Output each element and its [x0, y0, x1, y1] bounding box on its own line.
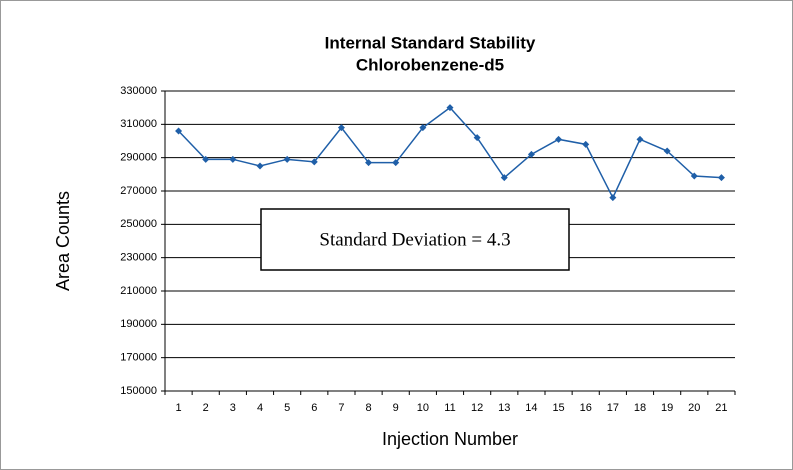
data-point — [636, 135, 644, 143]
data-point — [175, 127, 183, 135]
data-point — [229, 155, 237, 163]
data-point — [473, 134, 481, 142]
data-point — [256, 162, 264, 170]
y-tick-label: 210000 — [120, 285, 157, 297]
x-tick-label: 9 — [393, 402, 399, 414]
chart-subtitle: Chlorobenzene-d5 — [356, 55, 504, 74]
data-point — [582, 140, 590, 148]
y-tick-label: 190000 — [120, 318, 157, 330]
x-tick-label: 1 — [176, 402, 182, 414]
x-tick-label: 17 — [607, 402, 619, 414]
y-tick-label: 270000 — [120, 185, 157, 197]
y-tick-label: 290000 — [120, 152, 157, 164]
data-point — [446, 104, 454, 112]
data-point — [717, 174, 725, 182]
y-tick-label: 330000 — [120, 85, 157, 97]
y-tick-label: 150000 — [120, 385, 157, 397]
data-point — [337, 124, 345, 132]
x-tick-label: 8 — [366, 402, 372, 414]
data-point — [609, 194, 617, 202]
data-point — [419, 124, 427, 132]
y-tick-label: 170000 — [120, 352, 157, 364]
data-point — [690, 172, 698, 180]
x-tick-label: 20 — [688, 402, 700, 414]
data-point — [663, 147, 671, 155]
data-point — [527, 150, 535, 158]
x-tick-label: 6 — [311, 402, 317, 414]
annotation: Standard Deviation = 4.3 — [319, 229, 510, 250]
x-tick-label: 5 — [284, 402, 290, 414]
data-point — [500, 174, 508, 182]
x-tick-label: 2 — [203, 402, 209, 414]
x-axis-label: Injection Number — [382, 429, 518, 449]
data-point — [202, 155, 210, 163]
y-tick-label: 250000 — [120, 218, 157, 230]
annotation-box — [260, 208, 570, 271]
x-tick-label: 15 — [552, 402, 564, 414]
y-axis-label: Area Counts — [53, 191, 73, 291]
x-tick-label: 16 — [580, 402, 592, 414]
x-tick-label: 21 — [715, 402, 727, 414]
data-point — [283, 155, 291, 163]
x-tick-label: 4 — [257, 402, 263, 414]
y-tick-label: 310000 — [120, 118, 157, 130]
x-tick-label: 19 — [661, 402, 673, 414]
x-tick-label: 14 — [525, 402, 537, 414]
chart-title: Internal Standard Stability — [325, 33, 536, 52]
x-tick-label: 3 — [230, 402, 236, 414]
data-point — [365, 159, 373, 167]
data-point — [310, 158, 318, 166]
data-point — [392, 159, 400, 167]
x-tick-label: 11 — [444, 402, 455, 414]
x-tick-label: 12 — [471, 402, 483, 414]
x-tick-label: 13 — [498, 402, 510, 414]
x-tick-label: 7 — [338, 402, 344, 414]
y-tick-label: 230000 — [120, 252, 157, 264]
data-point — [555, 135, 563, 143]
x-tick-label: 10 — [417, 402, 429, 414]
x-tick-label: 18 — [634, 402, 646, 414]
